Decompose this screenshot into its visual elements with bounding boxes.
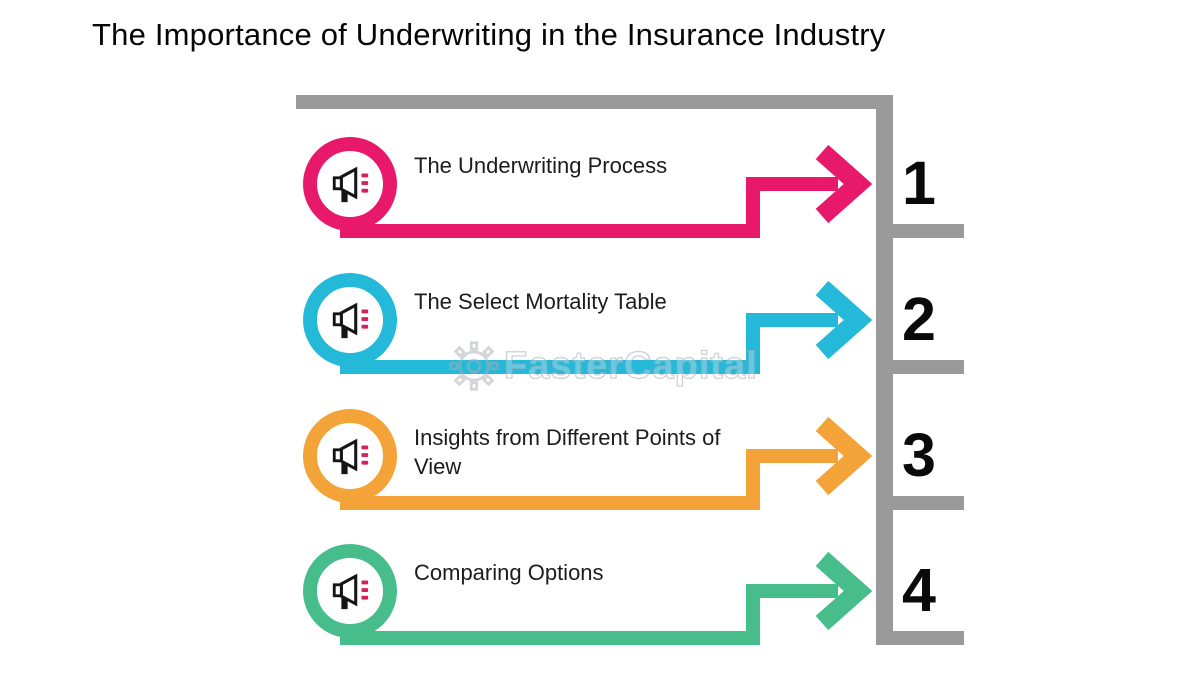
item-badge <box>303 273 397 367</box>
connector-arrow-shaft <box>752 449 838 463</box>
item-label: Insights from Different Points of View <box>414 425 721 479</box>
item-label: The Select Mortality Table <box>414 289 667 314</box>
connector-arrow-shaft <box>752 584 838 598</box>
arrow-icon <box>815 144 873 224</box>
item-label: The Underwriting Process <box>414 153 668 178</box>
megaphone-icon <box>332 166 369 203</box>
item-number: 2 <box>902 285 936 353</box>
item-badge <box>303 409 397 503</box>
connector-bar <box>340 496 760 510</box>
frame-separator-1 <box>876 224 964 238</box>
megaphone-icon <box>332 438 369 475</box>
connector-riser <box>746 449 760 510</box>
arrow-icon <box>815 416 873 496</box>
connector-riser <box>746 313 760 374</box>
frame-separator-3 <box>876 496 964 510</box>
megaphone-icon <box>332 302 369 339</box>
frame-top-bar <box>296 95 893 109</box>
item-number: 1 <box>902 149 936 217</box>
page-title: The Importance of Underwriting in the In… <box>92 17 886 52</box>
frame-separator-4 <box>876 631 964 645</box>
item-label: Comparing Options <box>414 560 604 585</box>
connector-bar <box>340 631 760 645</box>
connector-bar <box>340 224 760 238</box>
connector-bar <box>340 360 760 374</box>
item-number: 3 <box>902 421 936 489</box>
frame-separator-2 <box>876 360 964 374</box>
item-number: 4 <box>902 556 936 624</box>
item-badge <box>303 137 397 231</box>
megaphone-icon <box>332 573 369 610</box>
connector-arrow-shaft <box>752 177 838 191</box>
connector-arrow-shaft <box>752 313 838 327</box>
connector-riser <box>746 177 760 238</box>
arrow-icon <box>815 280 873 360</box>
arrow-icon <box>815 551 873 631</box>
item-badge <box>303 544 397 638</box>
connector-riser <box>746 584 760 645</box>
